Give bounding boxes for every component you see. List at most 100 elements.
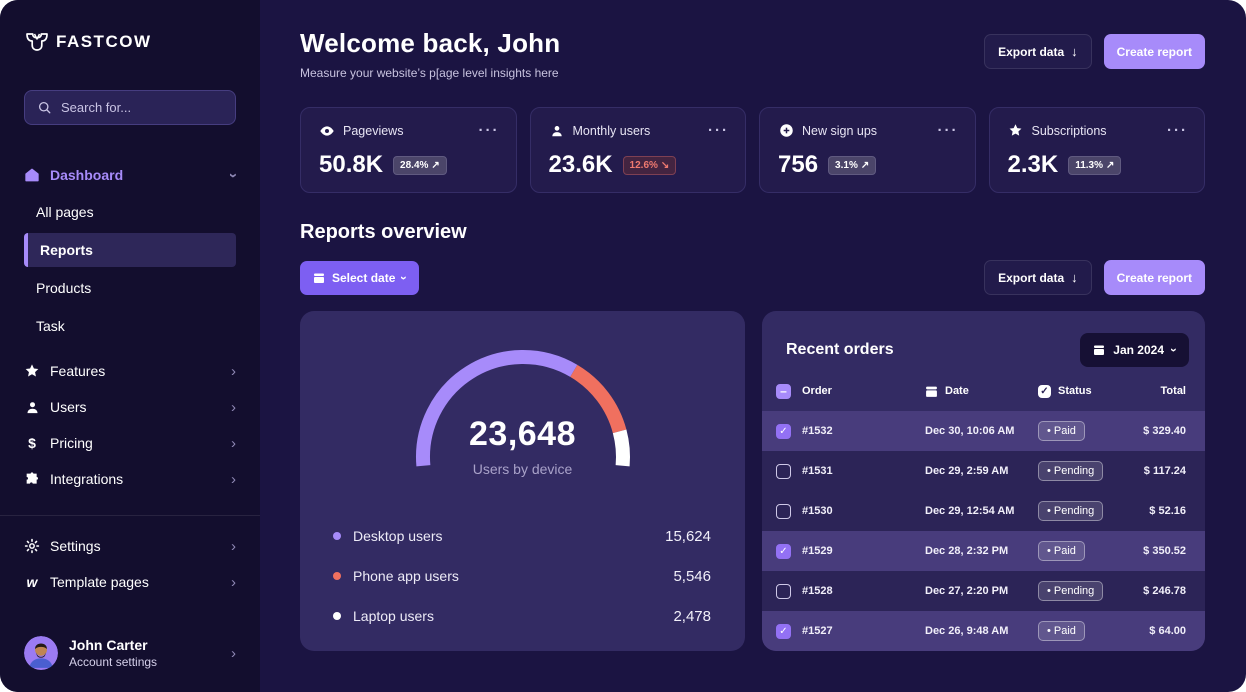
legend-item-laptop: Laptop users 2,478 bbox=[333, 596, 711, 636]
recent-orders-panel: Recent orders Jan 2024 › – Order bbox=[762, 311, 1205, 651]
order-total: $ 350.52 bbox=[1143, 545, 1186, 557]
row-checkbox[interactable]: ✓ bbox=[776, 624, 791, 639]
sidebar-item-dashboard[interactable]: Dashboard › bbox=[0, 157, 260, 193]
order-total: $ 64.00 bbox=[1149, 625, 1186, 637]
user-icon bbox=[549, 123, 565, 139]
search-input[interactable] bbox=[61, 100, 223, 115]
chevron-down-icon: › bbox=[398, 276, 410, 280]
table-row[interactable]: ✓ #1527Dec 26, 9:48 AM• Paid $ 64.00 bbox=[762, 611, 1205, 651]
profile-subtitle: Account settings bbox=[69, 655, 157, 669]
check-square-icon: ✓ bbox=[1038, 385, 1051, 398]
legend-dot bbox=[333, 572, 341, 580]
trend-up-icon: ↗ bbox=[431, 160, 439, 171]
stat-card-new-sign-ups: New sign ups ··· 756 3.1%↗ bbox=[759, 107, 976, 193]
chevron-right-icon: › bbox=[231, 436, 236, 451]
eye-icon bbox=[319, 123, 335, 139]
logo: FASTCOW bbox=[0, 30, 260, 54]
status-badge: • Paid bbox=[1038, 421, 1085, 441]
order-id: #1527 bbox=[802, 625, 925, 637]
month-select-button[interactable]: Jan 2024 › bbox=[1080, 333, 1189, 367]
user-icon bbox=[24, 399, 40, 415]
stat-card-monthly-users: Monthly users ··· 23.6K 12.6%↘ bbox=[530, 107, 747, 193]
sidebar-item-label: Template pages bbox=[50, 574, 221, 590]
sidebar-item-task[interactable]: Task bbox=[0, 309, 260, 343]
page-subtitle: Measure your website’s p[age level insig… bbox=[300, 66, 560, 80]
sidebar-item-reports[interactable]: Reports bbox=[24, 233, 236, 267]
status-badge: • Paid bbox=[1038, 621, 1085, 641]
select-all-checkbox[interactable]: – bbox=[776, 384, 791, 399]
select-date-button[interactable]: Select date › bbox=[300, 261, 419, 295]
row-checkbox[interactable] bbox=[776, 584, 791, 599]
stat-cards: Pageviews ··· 50.8K 28.4%↗ Monthly users… bbox=[300, 107, 1205, 193]
legend-dot bbox=[333, 532, 341, 540]
sidebar-item-integrations[interactable]: Integrations › bbox=[0, 461, 260, 497]
calendar-icon bbox=[925, 383, 938, 399]
section-title: Reports overview bbox=[300, 221, 1205, 244]
row-checkbox[interactable]: ✓ bbox=[776, 424, 791, 439]
download-icon: ↓ bbox=[1071, 44, 1078, 59]
table-row[interactable]: #1531Dec 29, 2:59 AM• Pending$ 117.24 bbox=[762, 451, 1205, 491]
legend-dot bbox=[333, 612, 341, 620]
stat-value: 50.8K bbox=[319, 151, 383, 179]
gauge-legend: Desktop users 15,624 Phone app users 5,5… bbox=[333, 516, 711, 636]
change-badge: 28.4%↗ bbox=[393, 156, 447, 175]
sidebar-item-template-pages[interactable]: w Template pages › bbox=[0, 564, 260, 600]
sidebar: FASTCOW Dashboard › All pages Reports Pr… bbox=[0, 0, 260, 692]
column-header-total: Total bbox=[1161, 385, 1186, 397]
sidebar-item-label: Pricing bbox=[50, 435, 221, 451]
card-menu-button[interactable]: ··· bbox=[938, 122, 959, 139]
star-icon bbox=[1008, 123, 1024, 139]
sidebar-item-settings[interactable]: Settings › bbox=[0, 528, 260, 564]
table-row[interactable]: ✓#1529Dec 28, 2:32 PM• Paid$ 350.52 bbox=[762, 531, 1205, 571]
sidebar-item-label: Settings bbox=[50, 538, 221, 554]
legend-item-phone: Phone app users 5,546 bbox=[333, 556, 711, 596]
sidebar-item-products[interactable]: Products bbox=[0, 271, 260, 305]
create-report-button[interactable]: Create report bbox=[1104, 260, 1205, 295]
stat-label: New sign ups bbox=[802, 124, 877, 138]
calendar-icon bbox=[1093, 342, 1105, 358]
row-checkbox[interactable]: ✓ bbox=[776, 544, 791, 559]
create-report-button[interactable]: Create report bbox=[1104, 34, 1205, 69]
sidebar-item-all-pages[interactable]: All pages bbox=[0, 195, 260, 229]
users-by-device-panel: 23,648 Users by device Desktop users 15,… bbox=[300, 311, 745, 651]
table-row[interactable]: #1530Dec 29, 12:54 AM• Pending$ 52.16 bbox=[762, 491, 1205, 531]
chevron-right-icon: › bbox=[231, 400, 236, 415]
trend-up-icon: ↗ bbox=[1106, 160, 1114, 171]
card-menu-button[interactable]: ··· bbox=[479, 122, 500, 139]
card-menu-button[interactable]: ··· bbox=[708, 122, 729, 139]
search-box[interactable] bbox=[24, 90, 236, 125]
profile-name: John Carter bbox=[69, 637, 157, 653]
order-date: Dec 29, 12:54 AM bbox=[925, 505, 1038, 517]
status-badge: • Pending bbox=[1038, 501, 1103, 521]
sidebar-divider bbox=[0, 515, 260, 516]
order-id: #1529 bbox=[802, 545, 925, 557]
stat-value: 2.3K bbox=[1008, 151, 1059, 179]
chevron-right-icon: › bbox=[231, 646, 236, 661]
order-date: Dec 26, 9:48 AM bbox=[925, 625, 1038, 637]
export-data-button[interactable]: Export data ↓ bbox=[984, 34, 1092, 69]
account-settings[interactable]: John Carter Account settings › bbox=[0, 626, 260, 674]
order-date: Dec 28, 2:32 PM bbox=[925, 545, 1038, 557]
column-header-order: Order bbox=[802, 385, 925, 397]
home-icon bbox=[24, 167, 40, 183]
table-row[interactable]: ✓#1532Dec 30, 10:06 AM• Paid$ 329.40 bbox=[762, 411, 1205, 451]
sidebar-item-features[interactable]: Features › bbox=[0, 353, 260, 389]
sidebar-item-users[interactable]: Users › bbox=[0, 389, 260, 425]
export-data-button[interactable]: Export data ↓ bbox=[984, 260, 1092, 295]
chevron-right-icon: › bbox=[231, 472, 236, 487]
card-menu-button[interactable]: ··· bbox=[1167, 122, 1188, 139]
table-row[interactable]: #1528Dec 27, 2:20 PM• Pending$ 246.78 bbox=[762, 571, 1205, 611]
gauge-total: 23,648 bbox=[300, 415, 745, 454]
stat-card-subscriptions: Subscriptions ··· 2.3K 11.3%↗ bbox=[989, 107, 1206, 193]
order-total: $ 52.16 bbox=[1149, 505, 1186, 517]
order-date: Dec 29, 2:59 AM bbox=[925, 465, 1038, 477]
row-checkbox[interactable] bbox=[776, 464, 791, 479]
row-checkbox[interactable] bbox=[776, 504, 791, 519]
sidebar-item-label: Features bbox=[50, 363, 221, 379]
chevron-right-icon: › bbox=[231, 575, 236, 590]
stat-value: 756 bbox=[778, 151, 818, 179]
search-icon bbox=[37, 100, 52, 116]
sidebar-item-pricing[interactable]: $ Pricing › bbox=[0, 425, 260, 461]
orders-table-body: ✓#1532Dec 30, 10:06 AM• Paid$ 329.40#153… bbox=[762, 411, 1205, 651]
change-badge: 3.1%↗ bbox=[828, 156, 876, 175]
